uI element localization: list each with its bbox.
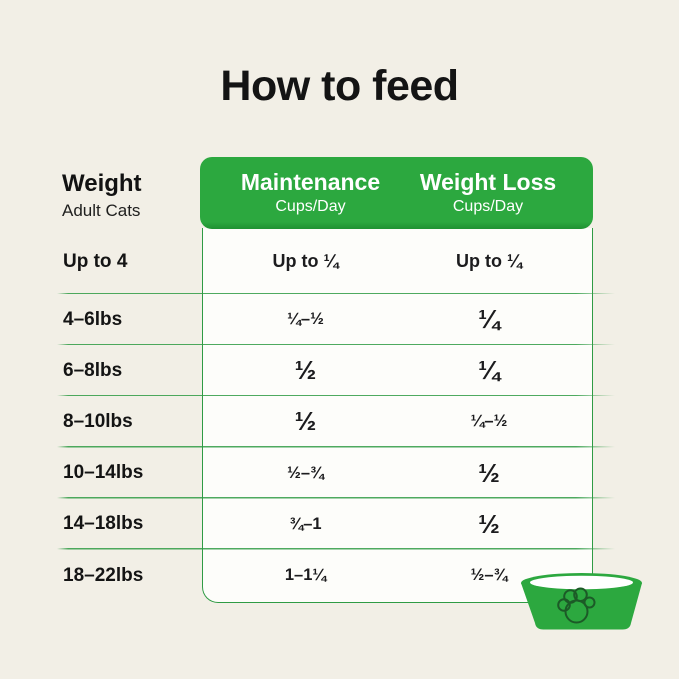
table-row: 8–10lbs ½ ¼–½ bbox=[57, 396, 615, 448]
table-row: 4–6lbs ¼–½ ¼ bbox=[57, 294, 615, 346]
weight-loss-cups: ½–¾ bbox=[470, 566, 508, 585]
maintenance-label: Maintenance bbox=[240, 169, 381, 196]
weight-range: Up to 4 bbox=[63, 250, 128, 272]
table-header-bar: Maintenance Cups/Day Weight Loss Cups/Da… bbox=[200, 157, 593, 229]
weight-loss-cups: Up to ¼ bbox=[456, 251, 522, 271]
feeding-table: Up to 4 Up to ¼ Up to ¼ 4–6lbs ¼–½ ¼ 6–8… bbox=[57, 229, 615, 601]
maintenance-cups: ¼–½ bbox=[287, 310, 324, 329]
table-row: Up to 4 Up to ¼ Up to ¼ bbox=[57, 229, 615, 294]
weight-range: 6–8lbs bbox=[63, 359, 123, 381]
weight-range: 10–14lbs bbox=[63, 462, 144, 484]
maintenance-cups: ½–¾ bbox=[287, 463, 324, 482]
weight-loss-cups: ½ bbox=[478, 508, 500, 539]
maintenance-cups: ¾–1 bbox=[289, 514, 322, 533]
weight-loss-cups: ¼–½ bbox=[470, 412, 508, 431]
table-row: 10–14lbs ½–¾ ½ bbox=[57, 447, 615, 499]
maintenance-sublabel: Cups/Day bbox=[275, 197, 346, 215]
maintenance-cups: Up to ¼ bbox=[272, 251, 339, 271]
paw-print-icon bbox=[557, 587, 596, 624]
table-row: 18–22lbs 1–1¼ ½–¾ bbox=[57, 550, 615, 601]
maintenance-cups: ½ bbox=[294, 355, 317, 386]
table-row: 6–8lbs ½ ¼ bbox=[57, 345, 615, 397]
weight-header-label: Weight bbox=[62, 170, 142, 197]
weight-loss-cups: ¼ bbox=[478, 304, 500, 335]
weight-loss-sublabel: Cups/Day bbox=[452, 197, 524, 215]
weight-range: 14–18lbs bbox=[63, 513, 144, 535]
weight-column-header: Weight Adult Cats bbox=[62, 170, 142, 221]
weight-loss-label: Weight Loss bbox=[419, 169, 557, 196]
maintenance-cups: 1–1¼ bbox=[284, 566, 327, 585]
weight-header-sublabel: Adult Cats bbox=[62, 201, 141, 220]
weight-loss-cups: ¼ bbox=[478, 355, 500, 386]
weight-range: 8–10lbs bbox=[63, 410, 133, 432]
weight-loss-column-header: Weight Loss Cups/Day bbox=[399, 170, 593, 215]
maintenance-column-header: Maintenance Cups/Day bbox=[200, 170, 399, 215]
table-row: 14–18lbs ¾–1 ½ bbox=[57, 498, 615, 550]
maintenance-cups: ½ bbox=[294, 406, 317, 437]
pet-bowl-icon bbox=[521, 573, 642, 630]
weight-loss-cups: ½ bbox=[478, 457, 500, 488]
page-title: How to feed bbox=[220, 62, 459, 110]
weight-range: 18–22lbs bbox=[63, 564, 144, 586]
weight-range: 4–6lbs bbox=[63, 308, 123, 330]
